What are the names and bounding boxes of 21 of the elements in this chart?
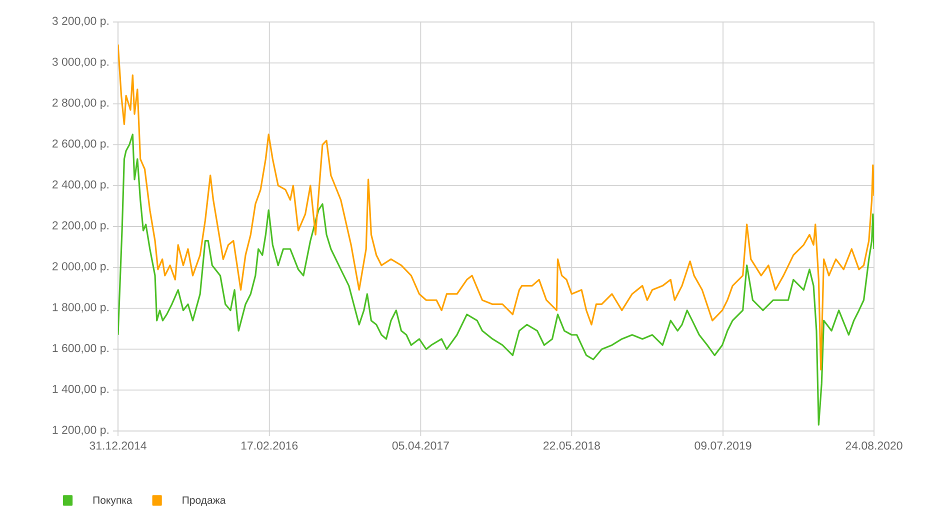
y-tick-label: 1 800,00 р. — [52, 303, 108, 314]
y-tick-label: 1 200,00 р. — [52, 426, 108, 436]
y-tick-label: 1 600,00 р. — [52, 344, 108, 354]
x-tick-label: 24.08.2020 — [846, 442, 902, 450]
x-tick-label: 17.02.2016 — [241, 442, 298, 450]
y-tick-label: 3 000,00 р. — [52, 58, 108, 68]
y-tick-label: 3 200,00 р. — [52, 16, 108, 28]
legend-label: Продажа — [182, 496, 226, 506]
y-tick-label: 2 400,00 р. — [52, 180, 108, 191]
y-tick-label: 2 000,00 р. — [52, 262, 108, 273]
x-tick-label: 05.04.2017 — [392, 442, 449, 450]
line-series — [118, 134, 874, 426]
y-tick-label: 2 200,00 р. — [52, 221, 108, 232]
x-tick-label: 31.12.2014 — [90, 442, 146, 450]
line-series — [118, 44, 874, 370]
x-tick-label: 09.07.2019 — [694, 442, 752, 450]
legend-label: Покупка — [93, 496, 132, 506]
y-tick-label: 1 400,00 р. — [52, 384, 108, 396]
y-tick-label: 2 800,00 р. — [52, 98, 108, 110]
x-tick-label: 22.05.2018 — [543, 442, 600, 450]
y-tick-label: 2 600,00 р. — [52, 139, 108, 150]
